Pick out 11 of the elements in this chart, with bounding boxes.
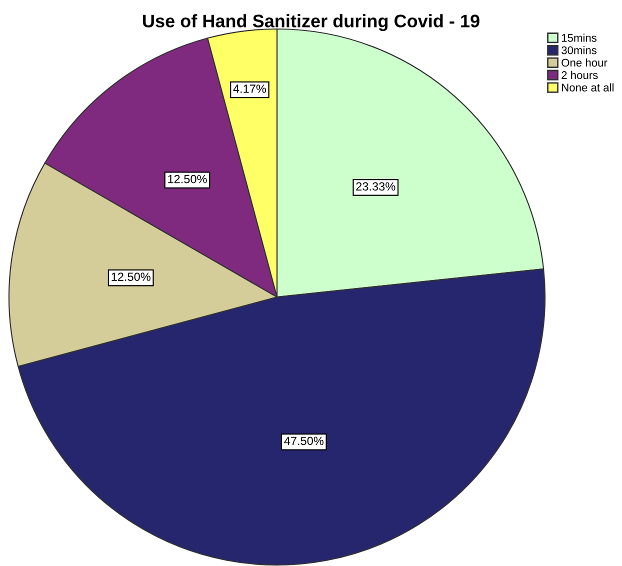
legend-label: 30mins (562, 46, 597, 54)
chart-title: Use of Hand Sanitizer during Covid - 19 (143, 14, 480, 32)
data-label: 12.50% (112, 272, 150, 281)
data-label: 12.50% (168, 174, 207, 184)
legend-label: None at all (562, 83, 614, 92)
legend-label: 15mins (562, 34, 597, 42)
data-label: 23.33% (356, 182, 396, 191)
legend-label: 2 hours (562, 70, 598, 80)
legend-label: One hour (562, 58, 608, 67)
data-label: 47.50% (284, 436, 324, 446)
data-label: 4.17% (233, 84, 266, 93)
